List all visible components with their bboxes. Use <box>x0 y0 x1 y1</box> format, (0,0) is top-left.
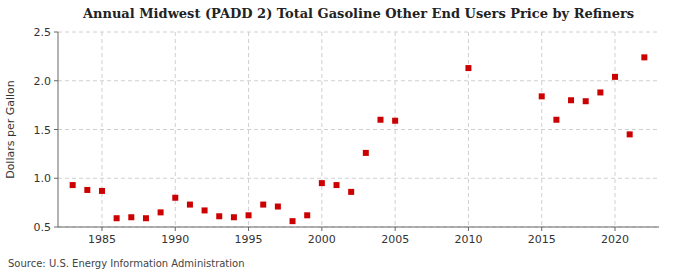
point <box>465 65 471 71</box>
grid-line <box>58 129 659 130</box>
point <box>128 214 134 220</box>
x-tick-label: 1985 <box>88 233 116 246</box>
x-tick-label: 2015 <box>528 233 556 246</box>
point <box>231 214 237 220</box>
point <box>187 202 193 208</box>
point <box>260 202 266 208</box>
point <box>612 74 618 80</box>
point <box>84 187 90 193</box>
point <box>568 97 574 103</box>
grid-line <box>58 80 659 81</box>
point <box>304 212 310 218</box>
point <box>334 182 340 188</box>
y-tick <box>54 129 58 130</box>
point <box>143 215 149 221</box>
y-axis-label: Dollars per Gallon <box>4 80 17 179</box>
x-tick <box>101 227 102 231</box>
y-tick <box>54 32 58 33</box>
y-tick-label: 1.5 <box>34 124 52 137</box>
point <box>216 213 222 219</box>
points <box>70 54 648 224</box>
point <box>158 209 164 215</box>
x-tick <box>468 227 469 231</box>
x-tick <box>321 227 322 231</box>
y-tick <box>54 227 58 228</box>
y-tick-label: 0.5 <box>34 221 52 234</box>
point <box>377 117 383 123</box>
x-tick <box>175 227 176 231</box>
point <box>539 93 545 99</box>
point <box>627 131 633 137</box>
y-tick <box>54 178 58 179</box>
point <box>99 188 105 194</box>
point <box>553 117 559 123</box>
source-note: Source: U.S. Energy Information Administ… <box>8 258 245 269</box>
point <box>275 204 281 210</box>
point <box>583 98 589 104</box>
point <box>641 54 647 60</box>
point <box>392 118 398 124</box>
title: Annual Midwest (PADD 2) Total Gasoline O… <box>82 6 634 21</box>
x-tick-label: 2010 <box>454 233 482 246</box>
point <box>348 189 354 195</box>
x-tick-label: 1995 <box>235 233 263 246</box>
point <box>319 180 325 186</box>
grid-line <box>58 227 659 228</box>
x-axis-line <box>58 227 659 228</box>
y-tick-label: 1.0 <box>34 172 52 185</box>
x-tick-label: 1990 <box>161 233 189 246</box>
x-tick-label: 2005 <box>381 233 409 246</box>
point <box>363 150 369 156</box>
grid-line <box>58 32 659 33</box>
point <box>597 89 603 95</box>
point <box>290 218 296 224</box>
x-tick <box>615 227 616 231</box>
chart: 1985 1990 1995 2000 2005 2010 2015 2020 0.5 1.0 1.… <box>0 0 675 275</box>
point <box>172 195 178 201</box>
grid-line <box>58 178 659 179</box>
point <box>202 207 208 213</box>
y-tick-label: 2.5 <box>34 26 52 39</box>
axes: 1985 1990 1995 2000 2005 2010 2015 2020 0.5 1.0 1.… <box>34 26 630 246</box>
point <box>246 212 252 218</box>
grid-line <box>321 32 322 227</box>
point <box>114 215 120 221</box>
grid <box>58 32 659 227</box>
point <box>70 182 76 188</box>
x-tick <box>395 227 396 231</box>
x-tick <box>248 227 249 231</box>
x-tick-label: 2020 <box>601 233 629 246</box>
x-tick-label: 2000 <box>308 233 336 246</box>
y-tick <box>54 80 58 81</box>
grid-line <box>468 32 469 227</box>
x-tick <box>541 227 542 231</box>
y-tick-label: 2.0 <box>34 75 52 88</box>
